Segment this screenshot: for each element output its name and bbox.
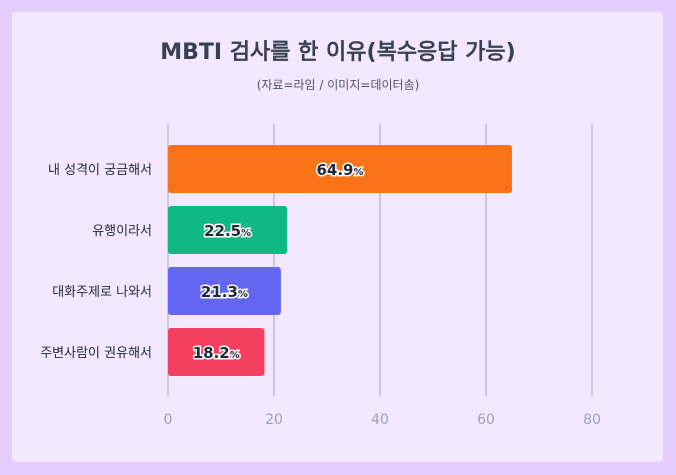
data-label: 21.3%: [201, 283, 248, 301]
data-label: 64.9%: [316, 161, 363, 179]
bar: [168, 328, 265, 376]
x-tick-label: 0: [164, 412, 173, 428]
data-label: 18.2%: [193, 344, 240, 362]
category-label: 주변사람이 권유해서: [40, 346, 152, 361]
category-label: 대화주제로 나와서: [52, 285, 152, 300]
bar: [168, 145, 512, 193]
x-tick-label: 40: [371, 412, 389, 428]
bar: [168, 267, 281, 315]
x-tick-label: 80: [583, 412, 601, 428]
data-label: 22.5%: [204, 222, 251, 240]
chart-subtitle: (자료=라임 / 이미지=데이터솜): [256, 78, 420, 92]
x-tick-label: 60: [477, 412, 495, 428]
x-tick-label: 20: [265, 412, 283, 428]
chart-card: [12, 12, 663, 462]
category-label: 유행이라서: [92, 223, 152, 239]
category-label: 내 성격이 궁금해서: [48, 163, 152, 178]
chart-title: MBTI 검사를 한 이유(복수응답 가능): [160, 40, 516, 65]
bar: [168, 206, 288, 254]
